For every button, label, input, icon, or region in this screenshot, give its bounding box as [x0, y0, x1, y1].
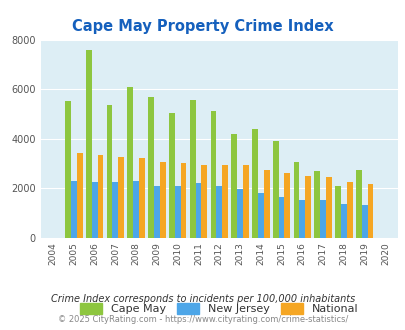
Bar [340, 204, 346, 238]
Bar [278, 197, 284, 238]
Bar [201, 165, 207, 238]
Bar [139, 158, 145, 238]
Bar [334, 185, 340, 238]
Bar [305, 176, 310, 238]
Bar [272, 141, 278, 238]
Bar [298, 200, 305, 238]
Bar [346, 182, 352, 238]
Bar [210, 112, 216, 238]
Bar [263, 170, 269, 238]
Bar [65, 102, 71, 238]
Bar [127, 86, 133, 238]
Bar [86, 50, 92, 238]
Bar [320, 200, 325, 238]
Bar [153, 185, 160, 238]
Bar [252, 129, 257, 238]
Legend: Cape May, New Jersey, National: Cape May, New Jersey, National [75, 299, 362, 319]
Bar [325, 177, 331, 238]
Bar [313, 171, 320, 238]
Bar [118, 157, 124, 238]
Bar [242, 165, 248, 238]
Bar [367, 184, 373, 238]
Bar [189, 100, 195, 238]
Bar [160, 162, 165, 238]
Bar [92, 182, 97, 238]
Bar [355, 170, 361, 238]
Bar [168, 113, 175, 238]
Bar [77, 153, 82, 238]
Text: © 2025 CityRating.com - https://www.cityrating.com/crime-statistics/: © 2025 CityRating.com - https://www.city… [58, 315, 347, 324]
Bar [257, 193, 263, 238]
Bar [284, 173, 290, 238]
Bar [237, 189, 242, 238]
Bar [71, 181, 77, 238]
Bar [361, 205, 367, 238]
Bar [180, 163, 186, 238]
Bar [231, 134, 237, 238]
Bar [216, 185, 222, 238]
Bar [112, 182, 118, 238]
Text: Cape May Property Crime Index: Cape May Property Crime Index [72, 19, 333, 34]
Bar [222, 165, 227, 238]
Bar [175, 185, 180, 238]
Text: Crime Index corresponds to incidents per 100,000 inhabitants: Crime Index corresponds to incidents per… [51, 294, 354, 304]
Bar [148, 96, 153, 238]
Bar [133, 181, 139, 238]
Bar [293, 162, 298, 238]
Bar [195, 183, 201, 238]
Bar [97, 155, 103, 238]
Bar [107, 105, 112, 238]
